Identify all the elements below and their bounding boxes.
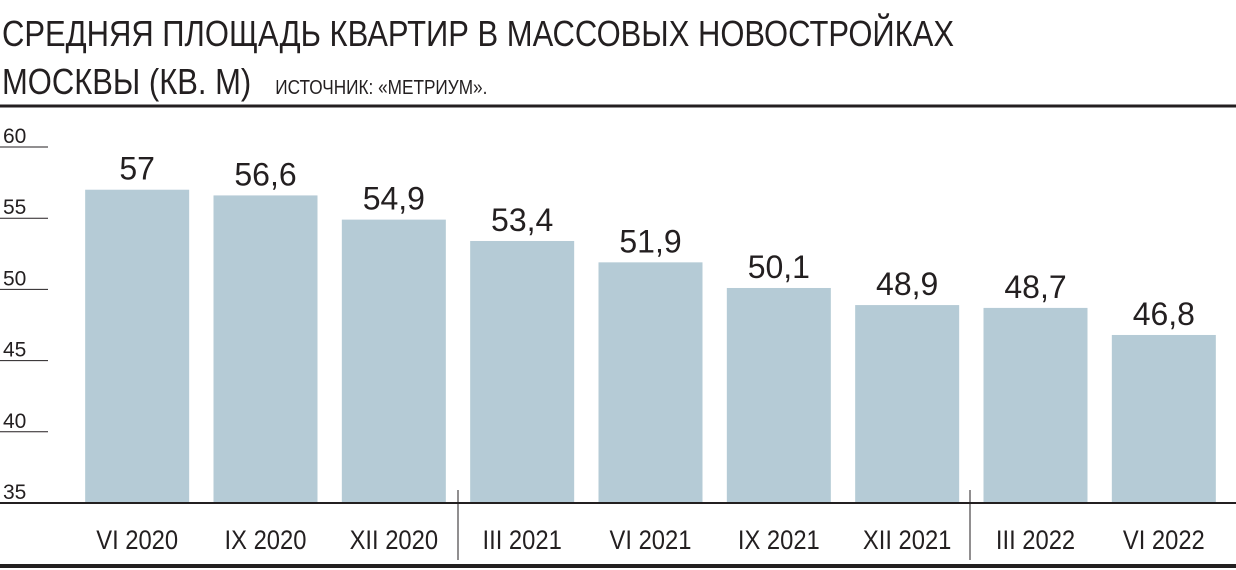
bar (726, 287, 831, 503)
x-tick-label: III 2021 (483, 526, 562, 556)
value-label: 46,8 (1133, 296, 1195, 332)
bar (983, 307, 1088, 503)
value-label: 56,6 (234, 156, 296, 192)
bar (85, 189, 190, 503)
value-label: 48,7 (1004, 269, 1066, 305)
y-tick-label: 40 (3, 410, 26, 433)
bar (470, 240, 575, 503)
y-tick-label: 60 (3, 125, 26, 148)
y-tick-label: 35 (3, 481, 26, 504)
x-tick-label: VI 2020 (96, 526, 178, 556)
x-tick-label: IX 2020 (225, 526, 307, 556)
y-tick-label: 45 (3, 339, 26, 362)
bar (598, 262, 703, 503)
x-tick-label: IX 2021 (738, 526, 820, 556)
bar (213, 195, 318, 503)
header: СРЕДНЯЯ ПЛОЩАДЬ КВАРТИР В МАССОВЫХ НОВОС… (2, 14, 1086, 110)
bar (341, 219, 446, 503)
y-tick-label: 55 (3, 196, 26, 219)
value-label: 57 (119, 151, 155, 187)
value-label: 51,9 (619, 223, 681, 259)
x-tick-label: VI 2022 (1123, 526, 1205, 556)
bar (855, 305, 960, 503)
x-tick-label: VI 2021 (610, 526, 692, 556)
x-tick-label: III 2022 (996, 526, 1075, 556)
value-label: 54,9 (363, 181, 425, 217)
x-tick-label: XII 2021 (863, 526, 951, 556)
value-label: 48,9 (876, 266, 938, 302)
y-tick-label: 50 (3, 267, 26, 290)
value-label: 53,4 (491, 202, 553, 238)
x-tick-label: XII 2020 (350, 526, 438, 556)
chart-subtitle: ИСТОЧНИК: «МЕТРИУМ». (275, 77, 488, 99)
bar (1111, 334, 1216, 503)
chart-title: СРЕДНЯЯ ПЛОЩАДЬ КВАРТИР В МАССОВЫХ НОВОС… (2, 13, 954, 102)
value-label: 50,1 (748, 249, 810, 285)
